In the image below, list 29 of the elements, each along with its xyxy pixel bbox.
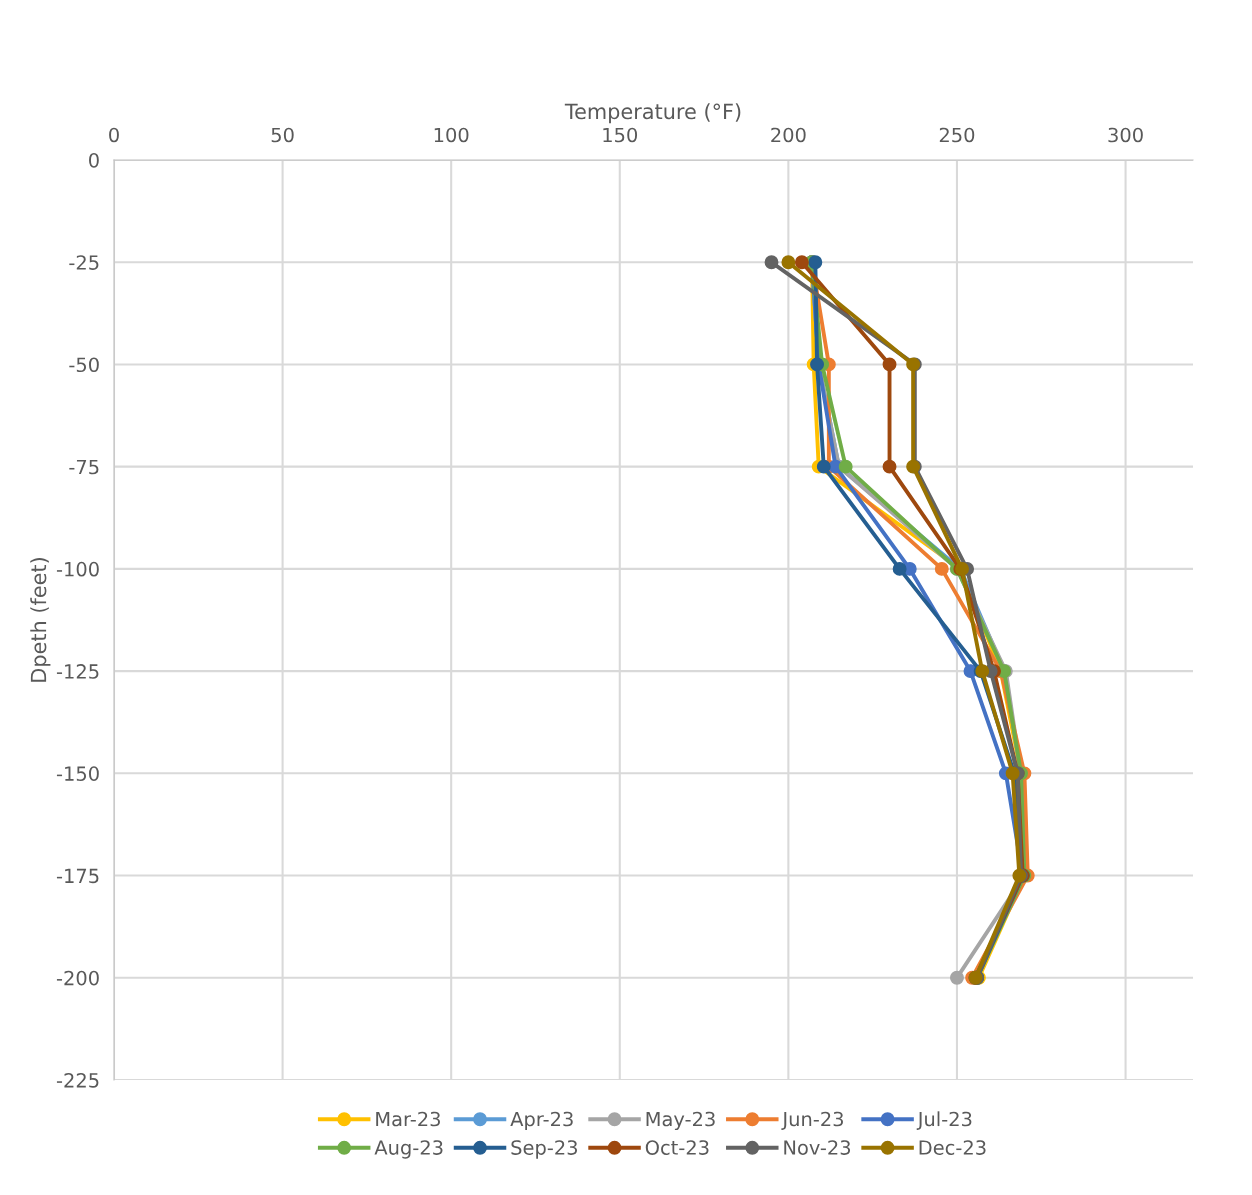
- x-tick-label: 300: [1108, 127, 1143, 143]
- legend-label: May-23: [646, 1111, 715, 1131]
- y-tick-label: 0: [89, 152, 99, 168]
- x-tick-label: 0: [109, 127, 119, 143]
- legend-label: Mar-23: [376, 1111, 440, 1127]
- y-tick-label: -25: [69, 255, 99, 270]
- x-tick-label: 50: [271, 127, 294, 143]
- x-tick-label: 250: [939, 127, 975, 143]
- y-axis-title: Dpeth (feet): [30, 558, 51, 682]
- legend-label: Aug-23: [374, 1140, 443, 1159]
- legend-label: Jun-23: [781, 1111, 843, 1130]
- y-tick-label: -125: [56, 664, 99, 679]
- x-tick-label: 200: [771, 127, 806, 143]
- y-tick-label: -225: [56, 1072, 99, 1088]
- legend-label: Sep-23: [511, 1140, 578, 1159]
- legend-label: Apr-23: [510, 1111, 573, 1131]
- y-tick-label: -200: [56, 970, 99, 986]
- legend-label: Nov-23: [784, 1140, 851, 1155]
- legend-label: Jul-23: [916, 1111, 972, 1130]
- y-tick-label: -50: [69, 357, 99, 373]
- y-tick-label: -75: [69, 459, 99, 475]
- legend-label: Oct-23: [645, 1140, 709, 1155]
- x-axis-title: Temperature (°F): [564, 103, 741, 124]
- x-tick-label: 150: [603, 127, 638, 143]
- y-tick-label: -100: [56, 561, 99, 577]
- x-tick-label: 100: [434, 127, 469, 143]
- y-tick-label: -150: [56, 766, 99, 781]
- y-tick-label: -175: [56, 868, 99, 884]
- legend-label: Dec-23: [919, 1140, 986, 1155]
